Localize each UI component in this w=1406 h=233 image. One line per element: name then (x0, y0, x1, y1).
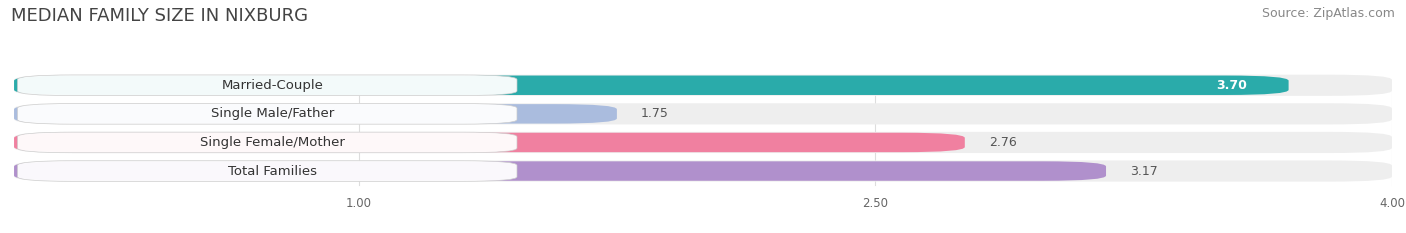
Text: 1.75: 1.75 (641, 107, 669, 120)
FancyBboxPatch shape (14, 161, 1392, 182)
Text: Source: ZipAtlas.com: Source: ZipAtlas.com (1261, 7, 1395, 20)
FancyBboxPatch shape (17, 103, 517, 124)
Text: 3.70: 3.70 (1216, 79, 1247, 92)
FancyBboxPatch shape (14, 161, 1107, 181)
Text: Total Families: Total Families (228, 164, 316, 178)
Text: Single Female/Mother: Single Female/Mother (200, 136, 344, 149)
FancyBboxPatch shape (14, 103, 1392, 124)
Text: Single Male/Father: Single Male/Father (211, 107, 335, 120)
Text: Married-Couple: Married-Couple (222, 79, 323, 92)
FancyBboxPatch shape (17, 132, 517, 153)
Text: 3.17: 3.17 (1130, 164, 1159, 178)
FancyBboxPatch shape (14, 75, 1289, 95)
FancyBboxPatch shape (14, 75, 1392, 96)
FancyBboxPatch shape (17, 75, 517, 96)
Text: 2.76: 2.76 (988, 136, 1017, 149)
FancyBboxPatch shape (14, 133, 965, 152)
Text: MEDIAN FAMILY SIZE IN NIXBURG: MEDIAN FAMILY SIZE IN NIXBURG (11, 7, 308, 25)
FancyBboxPatch shape (17, 161, 517, 181)
FancyBboxPatch shape (14, 104, 617, 123)
FancyBboxPatch shape (14, 132, 1392, 153)
